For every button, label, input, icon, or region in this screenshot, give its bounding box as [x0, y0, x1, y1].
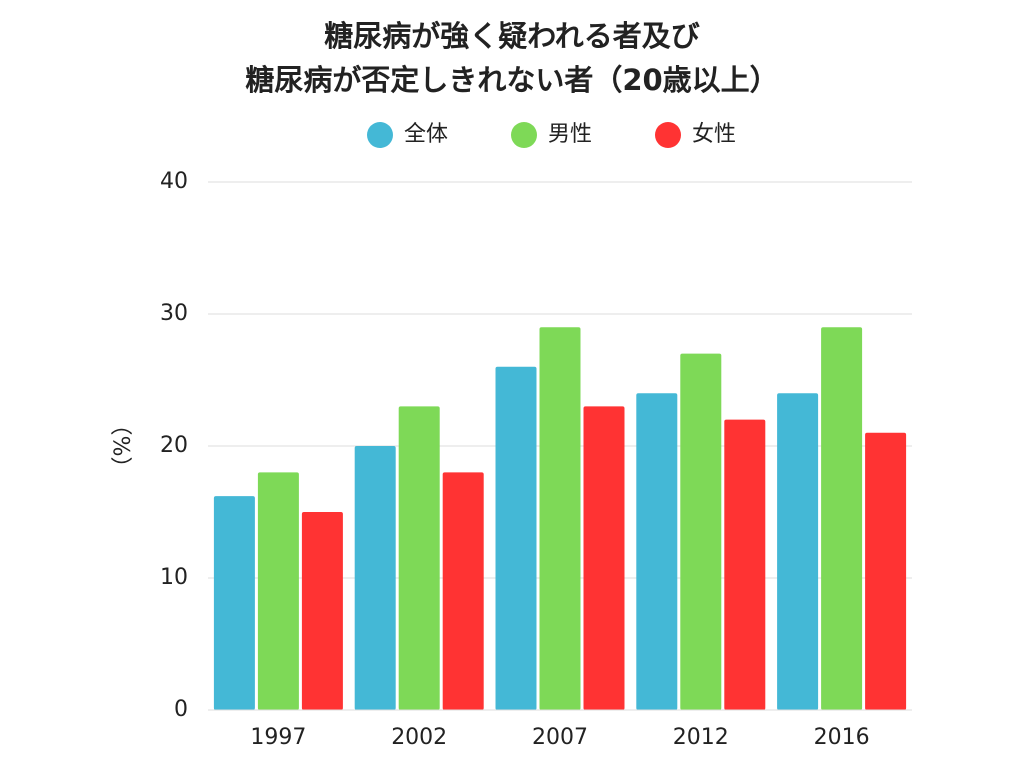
- chart-title-line-2: 糖尿病が否定しきれない者（20歳以上）: [245, 63, 779, 97]
- legend-label: 男性: [548, 122, 592, 147]
- legend-swatch: [511, 122, 537, 148]
- y-tick-label: 40: [160, 169, 188, 194]
- axes: 0 10 20 30 40 1997 2002 2007 2012 2016: [160, 169, 912, 750]
- bar: [680, 353, 722, 710]
- bar: [495, 366, 537, 710]
- y-tick-label: 0: [174, 697, 188, 722]
- bar: [636, 393, 678, 710]
- bar: [301, 512, 343, 710]
- bar: [821, 327, 863, 710]
- legend-swatch: [367, 122, 393, 148]
- bar: [724, 419, 766, 710]
- x-tick-label: 1997: [250, 725, 306, 750]
- legend-label: 全体: [404, 122, 448, 147]
- bar: [398, 406, 440, 710]
- x-tick-label: 2012: [673, 725, 729, 750]
- y-tick-label: 10: [160, 565, 188, 590]
- bar: [442, 472, 484, 710]
- bar: [213, 496, 255, 710]
- bar: [777, 393, 819, 710]
- chart-title-line-1: 糖尿病が強く疑われる者及び: [324, 19, 700, 53]
- y-axis-label: （%）: [111, 414, 136, 479]
- legend: 全体 男性 女性: [367, 122, 736, 148]
- bar: [354, 446, 396, 710]
- y-tick-label: 20: [160, 433, 188, 458]
- bars: [213, 327, 907, 710]
- chart-title: 糖尿病が強く疑われる者及び 糖尿病が否定しきれない者（20歳以上）: [0, 14, 1024, 102]
- bar: [257, 472, 299, 710]
- bar: [583, 406, 625, 710]
- x-tick-label: 2007: [532, 725, 588, 750]
- bar: [539, 327, 581, 710]
- x-tick-label: 2016: [814, 725, 870, 750]
- y-tick-label: 30: [160, 301, 188, 326]
- legend-swatch: [655, 122, 681, 148]
- bar: [865, 432, 907, 710]
- legend-label: 女性: [692, 122, 736, 147]
- x-tick-label: 2002: [391, 725, 447, 750]
